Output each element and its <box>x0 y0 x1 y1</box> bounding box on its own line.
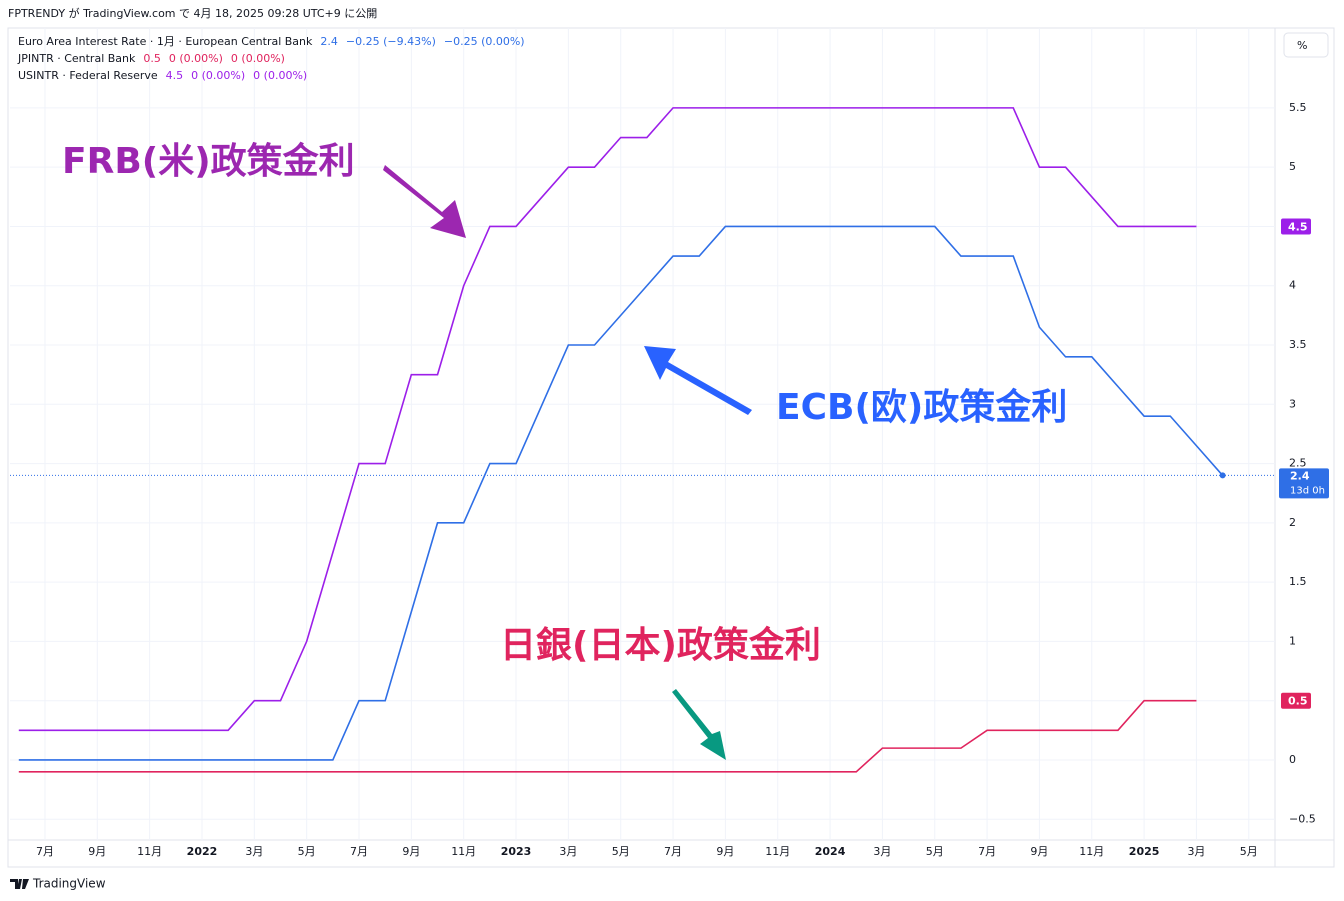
price-badge <box>1281 218 1311 235</box>
x-tick-label: 7月 <box>350 845 368 858</box>
legend-name: USINTR · Federal Reserve <box>18 69 158 82</box>
countdown: 13d 0h <box>1290 485 1325 496</box>
arrow <box>644 346 752 415</box>
x-tick-label: 11月 <box>765 845 790 858</box>
grid: −0.5 0 0.5 1 1.5 2 2.5 3 3.5 4 4.5 5 5.5 7月 9月 11月 2022 3… <box>10 28 1316 858</box>
legend-entry: Euro Area Interest Rate · 1月 · European … <box>18 35 525 48</box>
legend-stat: −0.25 (−9.43%) <box>346 35 436 48</box>
last-point <box>1219 472 1226 479</box>
logo: TradingView <box>10 877 106 891</box>
y-tick-label: 2 <box>1289 516 1296 529</box>
series-line <box>18 699 1197 773</box>
arrow <box>672 689 726 760</box>
x-tick-label: 9月 <box>1030 845 1048 858</box>
legend-stat: −0.25 (0.00%) <box>444 35 525 48</box>
x-tick-label: 3月 <box>873 845 891 858</box>
x-tick-label: 5月 <box>298 845 316 858</box>
x-tick-label: 11月 <box>137 845 162 858</box>
y-tick-label: 2.5 <box>1289 457 1307 470</box>
price-badge-label: 2.4 <box>1290 469 1310 482</box>
x-tick-label: 9月 <box>402 845 420 858</box>
x-tick-label: 9月 <box>716 845 734 858</box>
price-badge <box>1279 468 1329 499</box>
footer: TradingView <box>32 877 106 891</box>
x-tick-label: 2025 <box>1129 845 1160 858</box>
legend-stat: 0.5 <box>143 52 161 65</box>
y-tick-label: 5.5 <box>1289 101 1307 114</box>
legend-stat: 4.5 <box>166 69 184 82</box>
x-tick-label: 2023 <box>501 845 532 858</box>
x-tick-label: 5月 <box>926 845 944 858</box>
arrow <box>383 165 466 238</box>
scale-button[interactable] <box>1283 32 1329 58</box>
x-tick-label: 3月 <box>245 845 263 858</box>
legend-name: JPINTR · Central Bank <box>17 52 136 65</box>
annotation: FRB(米)政策金利 <box>62 140 355 182</box>
header: FPTRENDY が TradingView.com で 4月 18, 2025… <box>8 6 377 20</box>
y-tick-label: −0.5 <box>1289 812 1316 825</box>
annotation: 日銀(日本)政策金利 <box>500 624 821 666</box>
x-tick-label: 11月 <box>451 845 476 858</box>
x-tick-label: 5月 <box>1240 845 1258 858</box>
price-badge <box>1281 692 1311 709</box>
y-tick-label: 3.5 <box>1289 338 1307 351</box>
legend-stat: 2.4 <box>320 35 338 48</box>
scale-button-label[interactable]: % <box>1297 39 1307 52</box>
y-tick-label: 5 <box>1289 160 1296 173</box>
y-tick-label: 3 <box>1289 397 1296 410</box>
y-tick-label: 1.5 <box>1289 575 1307 588</box>
price-badge-label: 4.5 <box>1288 220 1308 233</box>
y-tick-label: 0 <box>1289 753 1296 766</box>
price-badge-label: 0.5 <box>1288 695 1308 708</box>
y-tick-label: 1 <box>1289 634 1296 647</box>
legend-stat: 0 (0.00%) <box>253 69 307 82</box>
x-tick-label: 7月 <box>36 845 54 858</box>
legend-stat: 0 (0.00%) <box>231 52 285 65</box>
x-tick-label: 11月 <box>1079 845 1104 858</box>
x-tick-label: 7月 <box>664 845 682 858</box>
legend-stat: 0 (0.00%) <box>169 52 223 65</box>
series-line <box>18 225 1224 761</box>
x-tick-label: 7月 <box>978 845 996 858</box>
x-tick-label: 2024 <box>815 845 846 858</box>
legend: Euro Area Interest Rate · 1月 · European … <box>17 35 525 82</box>
legend-entry: JPINTR · Central Bank 0.5 0 (0.00%) 0 (0.00… <box>17 52 285 65</box>
x-tick-label: 2022 <box>187 845 218 858</box>
legend-stat: 0 (0.00%) <box>191 69 245 82</box>
series-line <box>18 107 1197 732</box>
annotation: ECB(欧)政策金利 <box>776 386 1067 428</box>
legend-entry: USINTR · Federal Reserve 4.5 0 (0.00%) 0 (0… <box>18 69 307 82</box>
logo-mark <box>10 879 29 889</box>
x-tick-label: 3月 <box>559 845 577 858</box>
chart-frame <box>7 27 1335 868</box>
x-tick-label: 3月 <box>1187 845 1205 858</box>
x-tick-label: 5月 <box>612 845 630 858</box>
x-tick-label: 9月 <box>88 845 106 858</box>
plot: 2.4 13d 0h 0.5 4.5 <box>10 107 1329 773</box>
legend-name: Euro Area Interest Rate · 1月 · European … <box>18 35 313 48</box>
y-tick-label: 4 <box>1289 279 1296 292</box>
